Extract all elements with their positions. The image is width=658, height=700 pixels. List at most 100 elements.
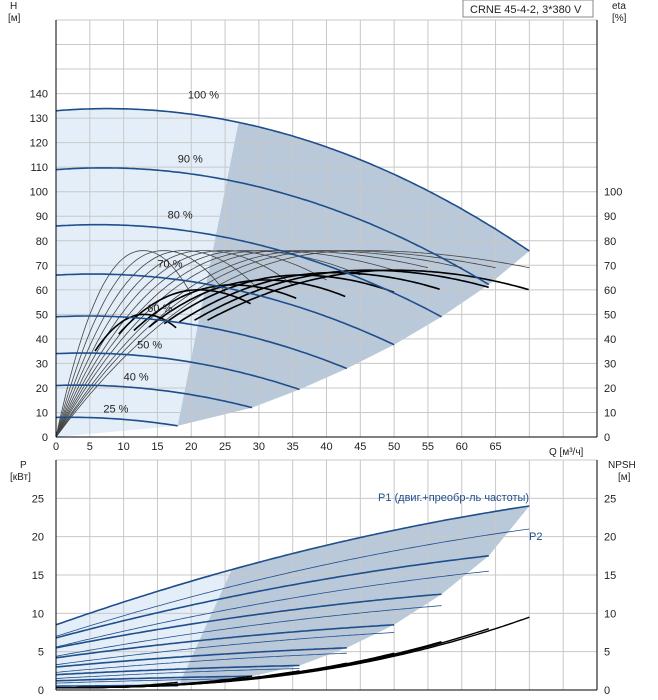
top-y-right-tick: 10 xyxy=(604,407,616,419)
eta-thin-curve-3 xyxy=(55,250,428,438)
head-curve-80pct xyxy=(55,223,442,318)
eta-bold-curve-4 xyxy=(148,279,346,328)
top-x-tick: 5 xyxy=(87,441,93,453)
bottom-y-right-tick: 15 xyxy=(604,570,616,582)
top-x-tick: 50 xyxy=(388,441,400,453)
top-y-right-tick: 40 xyxy=(604,334,616,346)
top-y-right-tick: 70 xyxy=(604,260,616,272)
eta-thin-curve-7 xyxy=(55,250,293,438)
head-curve-label: 25 % xyxy=(103,403,128,415)
eta-bold-curve-2 xyxy=(178,271,440,323)
bottom-y-right-tick: 10 xyxy=(604,608,616,620)
top-y-right-tick: 0 xyxy=(604,432,610,444)
top-y-right-label: eta xyxy=(612,1,626,12)
eta-thin-curve-2 xyxy=(55,250,462,438)
bottom-y-left-tick: 20 xyxy=(32,532,44,544)
eta-thin-curve-4 xyxy=(55,250,395,438)
top-y-left-tick: 110 xyxy=(30,162,48,174)
head-curve-25pct xyxy=(55,416,178,427)
p1-curve-4 xyxy=(55,647,347,668)
bottom-y-left-tick: 15 xyxy=(32,570,44,582)
head-curve-90pct xyxy=(55,167,490,286)
top-x-tick: 20 xyxy=(185,441,197,453)
top-axes: 0 5 10 15 20 25 30 35 40 45 50 55 60 65 0 10 20 30 40 50 60 7… xyxy=(30,20,622,453)
bottom-y-right-tick: 5 xyxy=(604,647,610,659)
bottom-curves xyxy=(55,505,530,689)
top-y-left-tick: 90 xyxy=(36,211,48,223)
top-x-tick: 25 xyxy=(219,441,231,453)
top-x-tick: 60 xyxy=(456,441,468,453)
head-curve-label: 100 % xyxy=(188,89,219,101)
top-y-left-tick: 10 xyxy=(36,407,48,419)
bottom-dark-region xyxy=(177,506,530,688)
top-curves: 100 % 90 % 80 % 70 % 60 % 50 % 40 % 25 % xyxy=(55,89,530,438)
top-y-right-tick: 20 xyxy=(604,383,616,395)
head-curve-60pct xyxy=(55,315,348,370)
top-y-right-unit: [%] xyxy=(612,13,627,24)
top-x-tick: 55 xyxy=(422,441,434,453)
p2-curve-1 xyxy=(55,570,489,648)
top-y-left-tick: 100 xyxy=(30,187,48,199)
eta-thin-curve-6 xyxy=(55,250,327,438)
bottom-axes: 0 5 10 15 20 25 0 5 10 15 20 25 xyxy=(32,460,616,697)
top-y-right-tick: 50 xyxy=(604,309,616,321)
bottom-y-right-tick: 0 xyxy=(604,685,610,697)
head-curve-40pct xyxy=(55,384,253,409)
eta-thin-curve-1 xyxy=(55,250,496,438)
bottom-y-right-label: NPSH xyxy=(608,460,636,471)
bottom-y-left-tick: 5 xyxy=(38,647,44,659)
top-y-right-tick: 90 xyxy=(604,211,616,223)
p2-curve-3 xyxy=(55,632,395,666)
head-curve-label: 50 % xyxy=(137,340,162,352)
bottom-y-right-tick: 20 xyxy=(604,532,616,544)
eta-thin-curve-8 xyxy=(55,250,260,438)
top-x-tick: 30 xyxy=(253,441,265,453)
head-curve-label: 90 % xyxy=(178,153,203,165)
p1-curve-6 xyxy=(55,675,253,682)
top-y-left-tick: 70 xyxy=(36,260,48,272)
top-x-tick: 40 xyxy=(320,441,332,453)
eta-thin-curve-9 xyxy=(55,250,226,438)
head-curve-70pct xyxy=(55,273,395,346)
p1-curve-1 xyxy=(55,555,489,639)
head-curve-label: 80 % xyxy=(168,210,193,222)
bottom-y-left-tick: 25 xyxy=(32,493,44,505)
top-x-tick: 65 xyxy=(489,441,501,453)
top-y-left-tick: 120 xyxy=(30,138,48,150)
p2-curve-4 xyxy=(55,652,347,673)
top-y-right-tick: 60 xyxy=(604,285,616,297)
eta-bold-curve-6 xyxy=(118,289,251,335)
top-x-tick: 10 xyxy=(118,441,130,453)
head-curve-50pct xyxy=(55,352,300,391)
top-y-right-tick: 80 xyxy=(604,236,616,248)
eta-bold-curve-3 xyxy=(163,274,395,325)
bottom-y-left-tick: 0 xyxy=(38,685,44,697)
top-x-tick: 45 xyxy=(354,441,366,453)
top-y-left-tick: 60 xyxy=(36,285,48,297)
top-y-right-tick: 30 xyxy=(604,358,616,370)
top-y-left-tick: 50 xyxy=(36,309,48,321)
eta-thin-curve-0 xyxy=(55,250,530,438)
top-y-left-tick: 20 xyxy=(36,383,48,395)
bottom-y-right-tick: 25 xyxy=(604,493,616,505)
head-curve-100pct xyxy=(55,107,530,252)
top-y-left-tick: 40 xyxy=(36,334,48,346)
head-curve-label: 40 % xyxy=(124,372,149,384)
p1-curve-2 xyxy=(55,593,442,649)
top-x-tick: 0 xyxy=(53,441,59,453)
p2-curve-0 xyxy=(55,528,530,637)
bottom-y-left-tick: 10 xyxy=(32,608,44,620)
p2-curve-5 xyxy=(55,668,300,679)
bottom-y-right-unit: [м] xyxy=(618,472,631,483)
eta-thin-curve-10 xyxy=(55,250,192,438)
top-y-left-tick: 130 xyxy=(30,113,48,125)
eta-thin-curve-5 xyxy=(55,250,361,438)
bottom-y-left-unit: [кВт] xyxy=(10,472,31,483)
p2-curve-6 xyxy=(55,678,253,684)
head-curve-label: 70 % xyxy=(157,259,182,271)
p1-series-label: P1 (двиг.+преобр-ль частоты) xyxy=(378,492,529,504)
top-x-tick: 35 xyxy=(287,441,299,453)
eta-bold-curve-7 xyxy=(94,313,177,352)
title-box xyxy=(462,0,594,18)
top-grid xyxy=(55,19,598,438)
